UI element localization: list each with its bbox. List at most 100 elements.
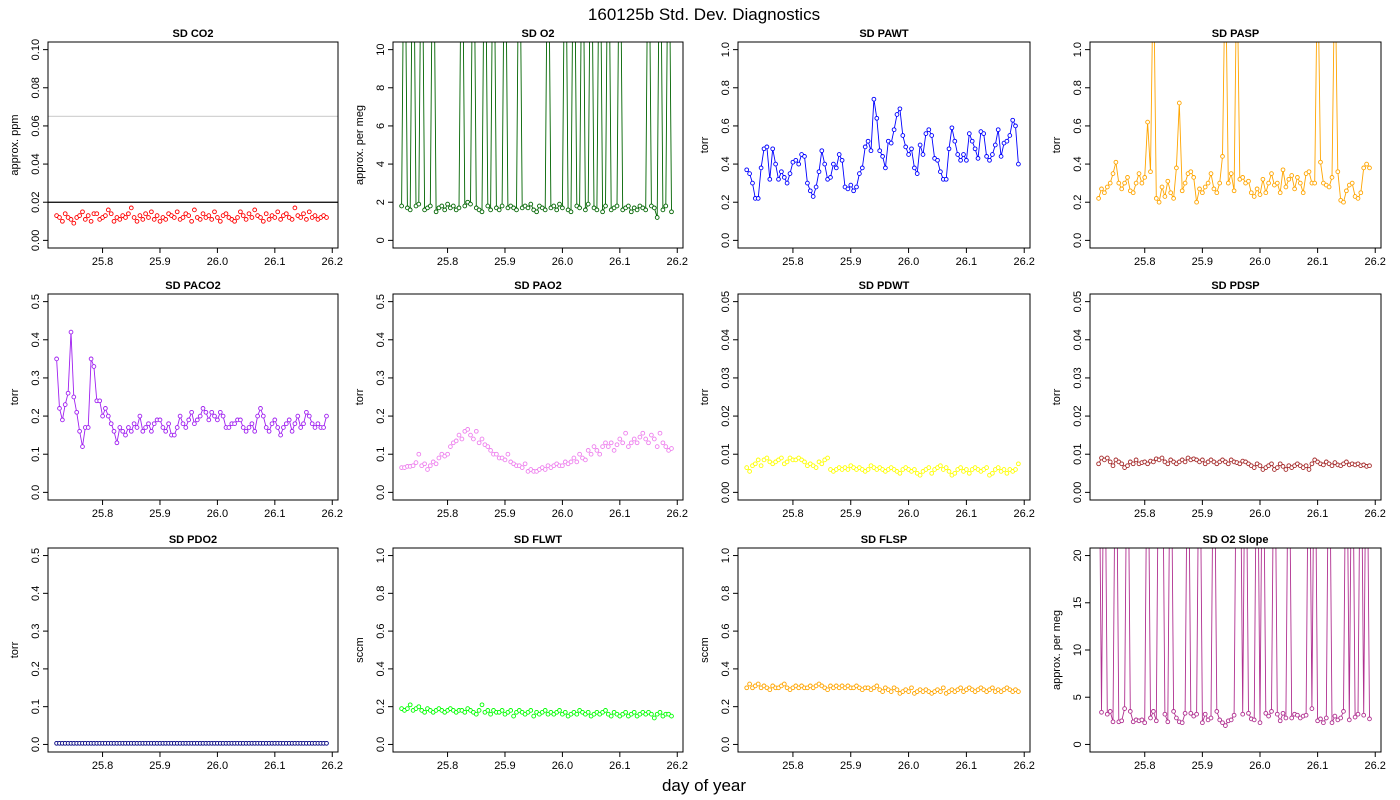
- data-point: [471, 436, 476, 442]
- data-point: [1127, 709, 1133, 714]
- data-point: [1283, 715, 1289, 721]
- data-point: [456, 205, 462, 211]
- data-point: [85, 213, 91, 218]
- data-point: [502, 457, 508, 463]
- data-point: [1312, 180, 1318, 186]
- series-sd-pdwt: [744, 455, 1021, 478]
- data-point: [1159, 455, 1165, 461]
- x-tick-label: 26.0: [552, 256, 573, 268]
- data-point: [1016, 461, 1021, 467]
- data-point: [851, 188, 856, 194]
- panel-title: SD PAO2: [514, 280, 561, 292]
- data-point: [868, 148, 874, 154]
- data-point: [577, 451, 582, 457]
- data-point: [1188, 710, 1194, 716]
- data-point: [784, 459, 790, 465]
- data-point: [660, 440, 666, 446]
- series-line: [1099, 548, 1370, 727]
- data-point: [628, 440, 634, 446]
- data-point: [1010, 117, 1016, 123]
- data-point: [1341, 199, 1346, 205]
- data-point: [275, 209, 281, 215]
- data-point: [94, 211, 100, 217]
- data-point: [413, 460, 419, 465]
- x-tick-label: 26.1: [264, 760, 285, 772]
- data-point: [969, 138, 975, 144]
- data-point: [445, 201, 450, 207]
- data-point: [1119, 461, 1125, 467]
- data-point: [525, 205, 531, 211]
- panel-sd-flsp: SD FLSP sccm 25.8 25.9 26.0 26.1 26.2 0.0 0.2 0.4…: [699, 534, 1035, 772]
- data-point: [448, 444, 453, 449]
- data-point: [669, 713, 674, 719]
- x-tick-label: 25.8: [92, 508, 113, 520]
- data-point: [131, 215, 137, 220]
- data-point: [634, 440, 640, 446]
- data-point: [802, 459, 807, 465]
- data-point: [1148, 715, 1153, 721]
- data-point: [246, 211, 252, 217]
- data-point: [1269, 171, 1274, 176]
- data-point: [935, 157, 940, 163]
- data-point: [108, 421, 114, 427]
- y-tick-label: 0.00: [720, 482, 732, 503]
- y-tick-label: 0.03: [720, 367, 732, 388]
- data-point: [1205, 180, 1211, 186]
- data-point: [65, 390, 71, 396]
- y-tick-label: 0.8: [720, 586, 732, 601]
- data-point: [488, 711, 493, 717]
- data-point: [888, 140, 894, 146]
- x-tick-label: 25.9: [1192, 256, 1213, 268]
- data-point: [212, 209, 217, 215]
- data-point: [1171, 196, 1176, 201]
- data-point: [770, 146, 776, 152]
- data-point: [1176, 100, 1182, 106]
- data-point: [456, 432, 462, 438]
- data-point: [1283, 467, 1289, 472]
- y-tick-label: 0.0: [1072, 233, 1084, 248]
- data-point: [1289, 173, 1295, 178]
- data-point: [1248, 190, 1254, 196]
- data-point: [845, 467, 851, 472]
- series-sd-flsp: [744, 681, 1021, 696]
- data-point: [88, 218, 94, 224]
- panel-title: SD O2 Slope: [1202, 534, 1268, 546]
- data-point: [560, 205, 565, 211]
- y-tick-label: 0.05: [1072, 291, 1084, 312]
- x-tick-label: 26.2: [322, 508, 343, 520]
- data-point: [640, 430, 646, 436]
- data-point: [399, 203, 404, 209]
- data-point: [174, 209, 180, 215]
- data-point: [1307, 365, 1311, 369]
- data-point: [531, 713, 537, 719]
- x-tick-label: 25.8: [782, 256, 803, 268]
- data-point: [854, 184, 859, 190]
- data-point: [1295, 712, 1300, 718]
- data-point: [1208, 715, 1214, 721]
- data-point: [298, 425, 304, 430]
- x-tick-label: 26.2: [1014, 760, 1035, 772]
- y-tick-label: 0.3: [30, 370, 42, 385]
- data-point: [215, 215, 220, 220]
- x-tick-label: 25.9: [840, 256, 861, 268]
- data-point: [1110, 171, 1116, 176]
- data-point: [755, 457, 761, 463]
- data-point: [71, 220, 77, 226]
- data-point: [859, 165, 865, 171]
- data-point: [243, 428, 249, 434]
- y-axis-label: torr: [699, 136, 711, 153]
- data-point: [62, 402, 68, 407]
- y-tick-label: 8: [375, 85, 387, 91]
- data-point: [1157, 365, 1161, 369]
- data-point: [301, 421, 306, 427]
- y-tick-label: 2: [375, 199, 387, 205]
- x-tick-label: 26.2: [667, 760, 688, 772]
- data-point: [186, 213, 192, 218]
- data-point: [123, 432, 128, 438]
- data-point: [425, 467, 430, 472]
- data-point: [865, 138, 871, 144]
- data-point: [1004, 470, 1010, 476]
- data-point: [97, 398, 103, 404]
- data-point: [767, 176, 773, 182]
- data-point: [324, 413, 329, 419]
